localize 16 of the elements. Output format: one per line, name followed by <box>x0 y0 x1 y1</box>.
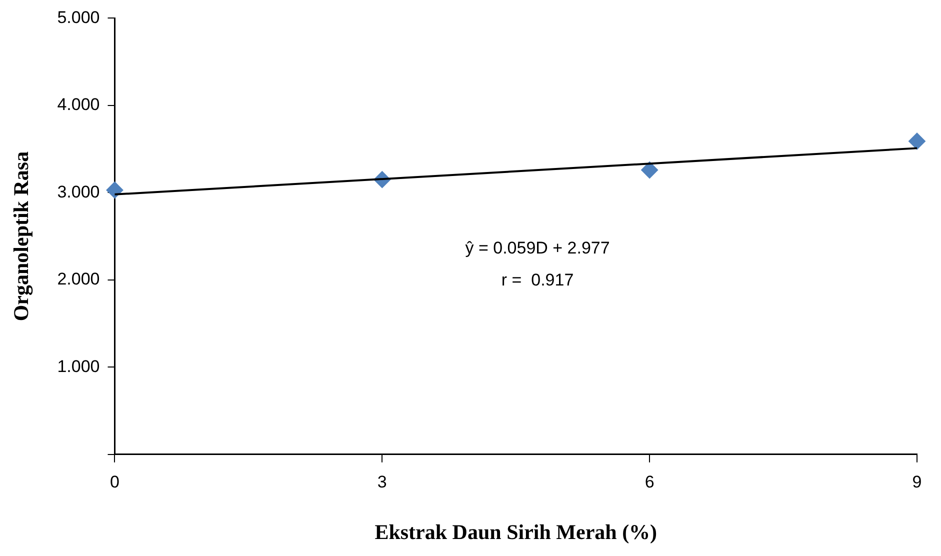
y-tick-label: 1.000 <box>57 356 100 376</box>
y-tick-label: 4.000 <box>57 95 100 114</box>
x-tick-label: 6 <box>644 472 654 492</box>
y-axis-title: Organoleptik Rasa <box>9 150 34 322</box>
x-axis-title: Ekstrak Daun Sirih Merah (%) <box>374 520 658 544</box>
x-tick-label: 9 <box>912 472 922 492</box>
annotation: r = 0.917 <box>501 270 574 290</box>
y-tick-label: 3.000 <box>57 182 100 202</box>
point <box>908 132 926 150</box>
y-tick-label: 2.000 <box>57 270 100 289</box>
point <box>641 162 658 178</box>
annotation: ŷ = 0.059D + 2.977 <box>465 238 610 258</box>
x-tick-label: 0 <box>110 472 120 492</box>
point <box>106 182 124 199</box>
y-tick-label: 5.000 <box>57 8 100 27</box>
x-tick-label: 3 <box>377 472 387 492</box>
